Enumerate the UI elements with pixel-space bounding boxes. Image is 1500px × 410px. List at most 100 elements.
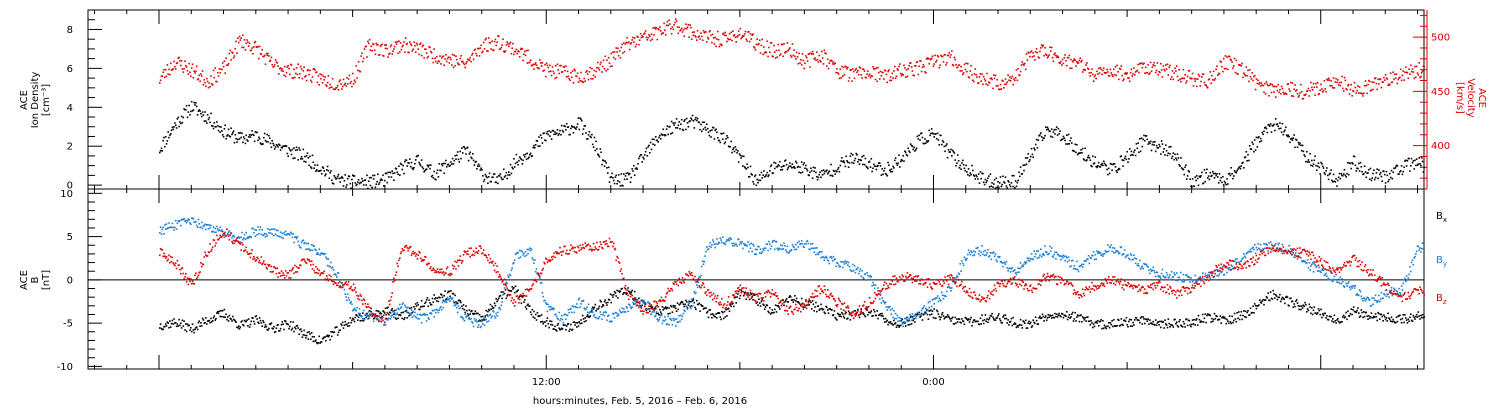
data-point <box>1349 162 1352 165</box>
data-point <box>663 22 665 25</box>
data-point <box>862 68 864 70</box>
data-point <box>272 142 274 145</box>
data-point <box>1206 168 1208 171</box>
data-point <box>384 324 387 326</box>
data-point <box>836 319 838 321</box>
data-point <box>1311 307 1313 309</box>
data-point <box>1402 70 1404 72</box>
data-point <box>768 46 770 49</box>
data-point <box>530 313 533 316</box>
data-point <box>956 154 959 156</box>
data-point <box>753 175 756 178</box>
data-point <box>977 82 979 85</box>
data-point <box>1197 314 1200 317</box>
data-point <box>577 81 580 83</box>
data-point <box>1273 91 1275 93</box>
data-point <box>1162 151 1165 153</box>
data-point <box>1123 157 1126 160</box>
data-point <box>1274 297 1276 299</box>
data-point <box>266 235 268 237</box>
data-point <box>1186 175 1189 177</box>
data-point <box>1010 77 1013 80</box>
data-point <box>360 55 362 57</box>
data-point <box>262 320 264 322</box>
data-point <box>981 314 983 316</box>
data-point <box>795 162 798 164</box>
data-point <box>308 164 310 167</box>
data-point <box>745 168 748 170</box>
data-point <box>998 313 1000 315</box>
data-point <box>373 174 376 177</box>
data-point <box>505 297 508 300</box>
data-point <box>1108 172 1111 175</box>
data-point <box>203 79 206 81</box>
data-point <box>752 33 754 35</box>
data-point <box>806 60 809 62</box>
data-point <box>1352 163 1354 165</box>
data-point <box>1131 153 1133 156</box>
data-point <box>441 55 444 58</box>
data-point <box>652 27 654 29</box>
data-point <box>367 42 370 45</box>
data-point <box>948 52 951 54</box>
data-point <box>1159 145 1161 148</box>
data-point <box>609 65 612 68</box>
data-point <box>1379 171 1382 174</box>
data-point <box>739 154 742 157</box>
data-point <box>1177 79 1180 82</box>
data-point <box>1378 83 1380 85</box>
data-point <box>300 328 302 330</box>
data-point <box>455 303 457 305</box>
data-point <box>326 258 328 260</box>
data-point <box>314 164 316 166</box>
data-point <box>924 311 926 313</box>
data-point <box>972 79 974 81</box>
data-point <box>1265 127 1268 130</box>
data-point <box>718 139 721 142</box>
data-point <box>370 310 372 313</box>
data-point <box>294 149 297 152</box>
data-point <box>1284 92 1286 95</box>
data-point <box>443 294 445 297</box>
data-point <box>704 126 706 129</box>
data-point <box>411 167 414 169</box>
data-point <box>1287 83 1290 85</box>
data-point <box>974 178 977 180</box>
data-point <box>582 318 585 320</box>
data-point <box>445 159 447 162</box>
data-point <box>557 322 560 325</box>
data-point <box>585 132 587 134</box>
data-point <box>226 135 228 137</box>
data-point <box>220 126 222 128</box>
data-point <box>461 305 463 308</box>
data-point <box>730 140 732 143</box>
data-point <box>341 324 343 327</box>
data-point <box>1329 84 1331 87</box>
data-point <box>1044 47 1046 49</box>
data-point <box>305 242 308 245</box>
data-point <box>862 163 864 166</box>
data-point <box>675 310 678 312</box>
data-point <box>625 293 628 296</box>
data-point <box>281 68 284 70</box>
data-point <box>1270 131 1273 133</box>
data-point <box>1374 176 1377 179</box>
data-point <box>692 298 695 301</box>
data-point <box>497 299 499 301</box>
data-point <box>836 72 839 74</box>
data-point <box>710 313 712 316</box>
data-point <box>1003 83 1006 86</box>
data-point <box>1206 87 1209 89</box>
data-point <box>320 169 322 172</box>
data-point <box>852 68 854 70</box>
data-point <box>797 165 800 168</box>
data-point <box>699 128 701 131</box>
data-point <box>213 231 216 234</box>
data-point <box>1182 68 1185 71</box>
data-point <box>1243 73 1246 76</box>
data-point <box>1052 131 1055 133</box>
data-point <box>825 305 827 308</box>
data-point <box>1200 80 1202 83</box>
data-point <box>190 67 193 69</box>
data-point <box>864 76 867 79</box>
